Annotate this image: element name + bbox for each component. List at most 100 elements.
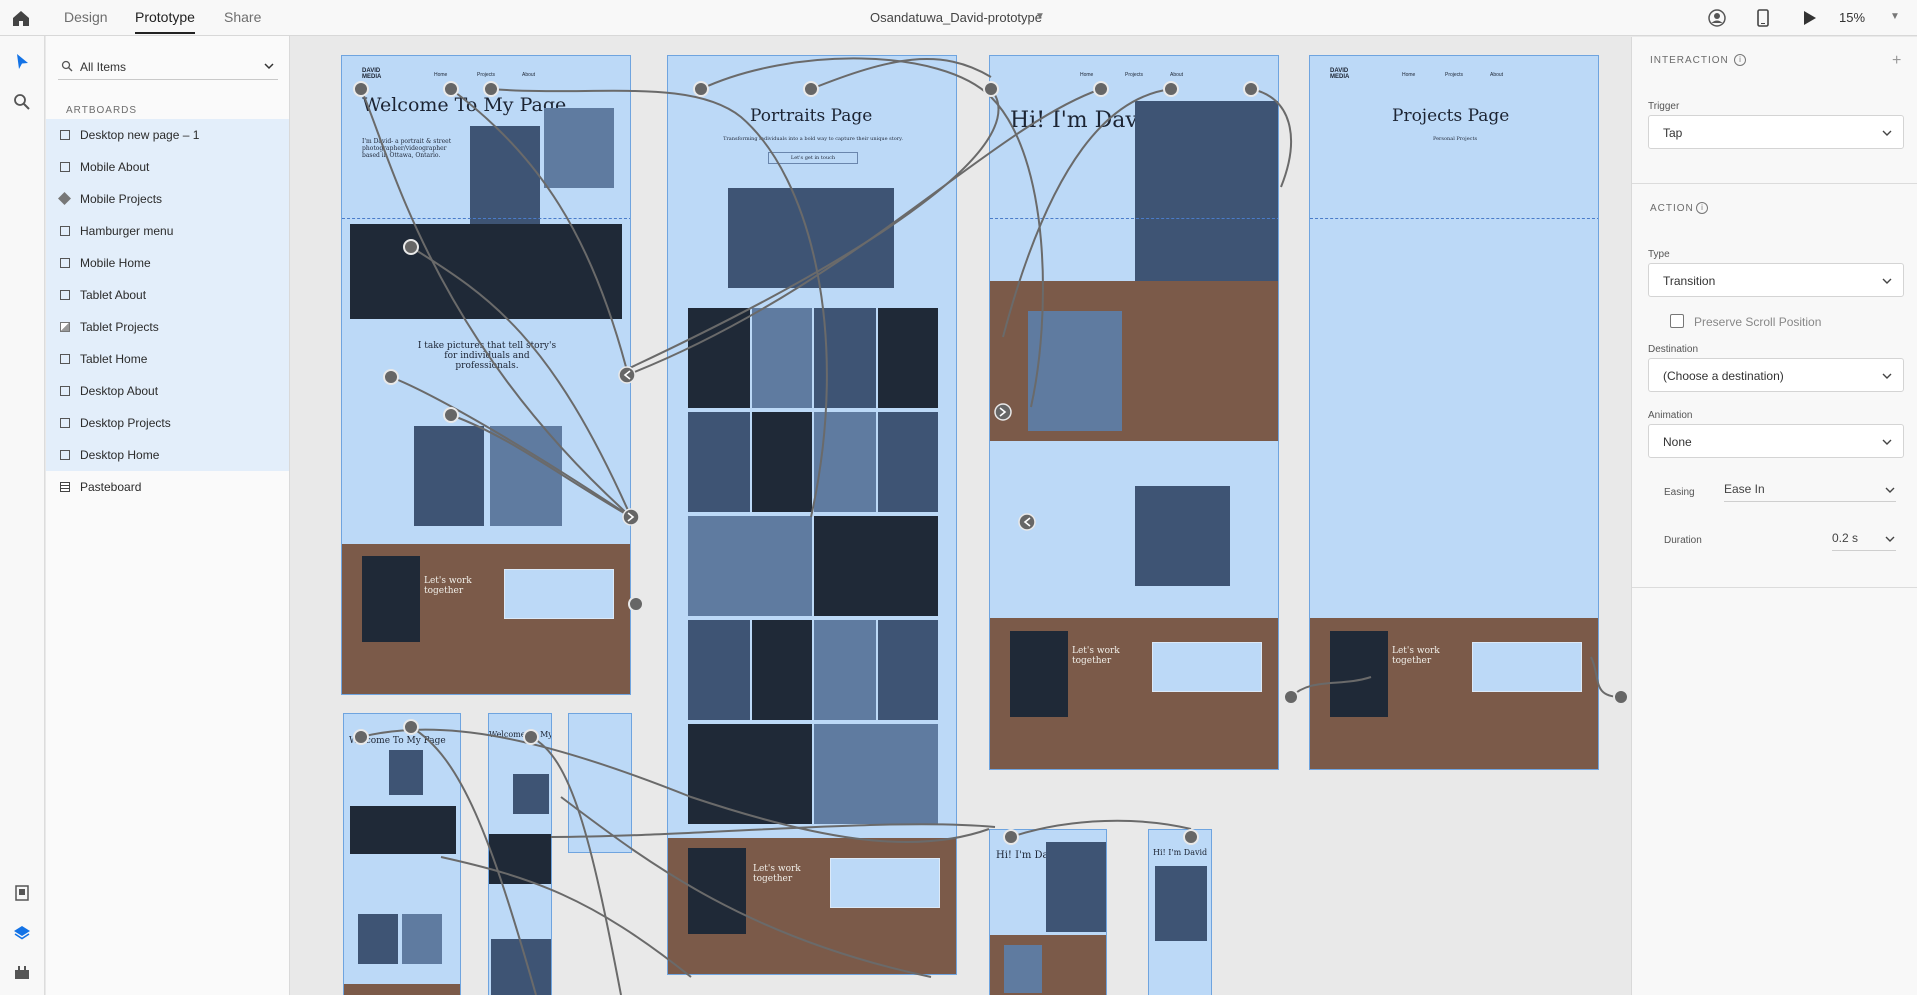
destination-dropdown[interactable]: (Choose a destination): [1648, 358, 1904, 392]
photo-contact: [1330, 631, 1388, 717]
photo-grid: [814, 516, 938, 616]
layer-item-hamburger-menu[interactable]: Hamburger menu: [46, 215, 289, 247]
image-icon: [60, 322, 70, 332]
tab-share[interactable]: Share: [224, 9, 262, 25]
photo-grid: [878, 412, 938, 512]
contact-form[interactable]: [1472, 642, 1582, 692]
animation-value: None: [1663, 435, 1692, 449]
nav-home[interactable]: Home: [1402, 72, 1416, 78]
layer-item-mobile-about[interactable]: Mobile About: [46, 151, 289, 183]
artboard-icon: [60, 258, 70, 268]
home-icon[interactable]: [10, 7, 32, 29]
layer-item-tablet-projects[interactable]: Tablet Projects: [46, 311, 289, 343]
portraits-title: Portraits Page: [750, 106, 873, 126]
design-canvas[interactable]: DAVID MEDIA Home Projects About Welcome …: [291, 37, 1630, 995]
interaction-heading: INTERACTION: [1650, 55, 1729, 66]
nav-about[interactable]: About: [1170, 72, 1184, 78]
artboard-about[interactable]: Home Projects About Hi! I'm David. Let's…: [989, 55, 1279, 770]
action-type-dropdown[interactable]: Transition: [1648, 263, 1904, 297]
contact-form[interactable]: [504, 569, 614, 619]
contact-form[interactable]: [830, 858, 940, 908]
photo-grid: [814, 620, 876, 720]
document-title[interactable]: Osandatuwa_David-prototype: [870, 10, 1042, 25]
duration-value: 0.2 s: [1832, 531, 1859, 545]
duration-dropdown[interactable]: 0.2 s: [1832, 529, 1896, 551]
fold-line: [990, 218, 1278, 219]
cta-text: Let's work together: [1072, 646, 1120, 666]
layer-label: Tablet About: [80, 288, 147, 302]
artboard-tablet-about[interactable]: Hi! I'm David: [989, 829, 1107, 995]
artboard-portraits[interactable]: Portraits Page Transforming individuals …: [667, 55, 957, 975]
layers-icon[interactable]: [12, 923, 32, 943]
destination-label: Destination: [1648, 344, 1699, 355]
play-icon[interactable]: [1799, 8, 1819, 28]
nav-projects[interactable]: Projects: [477, 72, 496, 78]
nav-home[interactable]: Home: [1080, 72, 1094, 78]
layer-label: Mobile Home: [80, 256, 151, 270]
tablet-about-title: Hi! I'm David: [996, 850, 1064, 861]
plugins-icon[interactable]: [12, 963, 32, 983]
nav-about[interactable]: About: [1490, 72, 1504, 78]
chevron-down-icon: [1885, 536, 1895, 542]
photo-portrait: [491, 939, 551, 995]
add-interaction-icon[interactable]: +: [1892, 52, 1902, 69]
chevron-down-icon: [1882, 130, 1892, 136]
get-in-touch-button[interactable]: Let's get in touch: [768, 152, 858, 164]
layer-item-tablet-home[interactable]: Tablet Home: [46, 343, 289, 375]
layer-item-desktop-new-page[interactable]: Desktop new page – 1: [46, 119, 289, 151]
layer-item-pasteboard[interactable]: Pasteboard: [46, 471, 289, 503]
contact-form[interactable]: [1152, 642, 1262, 692]
artboard-mobile-about[interactable]: Hi! I'm David: [1148, 829, 1212, 995]
trigger-dropdown[interactable]: Tap: [1648, 115, 1904, 149]
layer-item-desktop-projects[interactable]: Desktop Projects: [46, 407, 289, 439]
device-preview-icon[interactable]: [1753, 8, 1773, 28]
photo-camera: [1135, 486, 1230, 586]
artboard-projects[interactable]: DAVID MEDIA Home Projects About Projects…: [1309, 55, 1599, 770]
pasteboard-icon: [60, 482, 70, 492]
tab-design[interactable]: Design: [64, 9, 108, 25]
photo-portrait: [402, 914, 442, 964]
layer-item-desktop-about[interactable]: Desktop About: [46, 375, 289, 407]
photo-portrait: [1155, 866, 1207, 941]
animation-dropdown[interactable]: None: [1648, 424, 1904, 458]
nav-projects[interactable]: Projects: [1125, 72, 1144, 78]
tab-prototype[interactable]: Prototype: [135, 9, 195, 34]
easing-value: Ease In: [1724, 482, 1765, 496]
type-value: Transition: [1663, 274, 1716, 288]
chevron-down-icon[interactable]: ▼: [1035, 11, 1045, 22]
layer-item-mobile-projects[interactable]: Mobile Projects: [46, 183, 289, 215]
layer-item-tablet-about[interactable]: Tablet About: [46, 279, 289, 311]
layers-panel: All Items ARTBOARDS Desktop new page – 1…: [46, 36, 290, 995]
layer-filter-dropdown[interactable]: All Items: [58, 54, 278, 80]
logo: DAVID MEDIA: [1330, 68, 1350, 80]
layer-item-mobile-home[interactable]: Mobile Home: [46, 247, 289, 279]
info-icon[interactable]: i: [1696, 202, 1708, 214]
easing-dropdown[interactable]: Ease In: [1724, 480, 1896, 502]
duration-label: Duration: [1664, 535, 1702, 546]
zoom-level[interactable]: 15%: [1839, 10, 1866, 25]
layer-label: Pasteboard: [80, 480, 142, 494]
document-assets-icon[interactable]: [12, 883, 32, 903]
chevron-down-icon: [1882, 439, 1892, 445]
projects-title: Projects Page: [1392, 106, 1510, 126]
chevron-down-icon[interactable]: ▼: [1890, 11, 1900, 22]
layer-item-desktop-home[interactable]: Desktop Home: [46, 439, 289, 471]
layer-label: Desktop Home: [80, 448, 160, 462]
mobile-about-title: Hi! I'm David: [1153, 848, 1208, 857]
photo-banner: [350, 224, 622, 319]
divider: [1632, 587, 1917, 588]
artboard-tablet-home[interactable]: Welcome To My Page: [343, 713, 461, 995]
preserve-scroll-checkbox[interactable]: [1670, 314, 1684, 328]
nav-about[interactable]: About: [522, 72, 536, 78]
chevron-down-icon[interactable]: [262, 59, 276, 73]
photo-portrait: [513, 774, 549, 814]
nav-projects[interactable]: Projects: [1445, 72, 1464, 78]
photo-portrait: [1135, 101, 1278, 281]
user-icon[interactable]: [1707, 8, 1727, 28]
info-icon[interactable]: i: [1734, 54, 1746, 66]
select-tool-icon[interactable]: [12, 52, 32, 72]
photo-grid: [688, 412, 750, 512]
search-icon[interactable]: [12, 92, 32, 112]
tool-rail: [0, 36, 45, 995]
nav-home[interactable]: Home: [434, 72, 448, 78]
